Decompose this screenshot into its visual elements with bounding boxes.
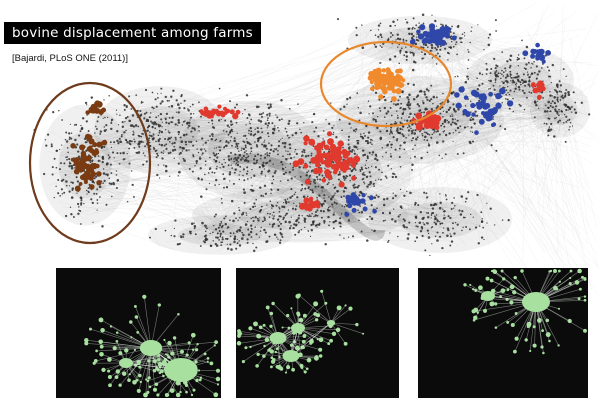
- inset-network-1: [56, 268, 221, 398]
- citation: [Bajardi, PLoS ONE (2011)]: [12, 53, 128, 64]
- brown-cluster-ellipse: [28, 81, 152, 245]
- inset-network-2: [236, 268, 399, 398]
- inset-network-3: [418, 268, 588, 398]
- figure-title: bovine displacement among farms: [4, 22, 261, 44]
- highlighted-nodes: [70, 23, 551, 217]
- inset-graph-2: [236, 289, 365, 374]
- orange-cluster-ellipse: [319, 40, 453, 128]
- inset-graph-1: [84, 294, 221, 398]
- inset-graph-3: [463, 268, 587, 355]
